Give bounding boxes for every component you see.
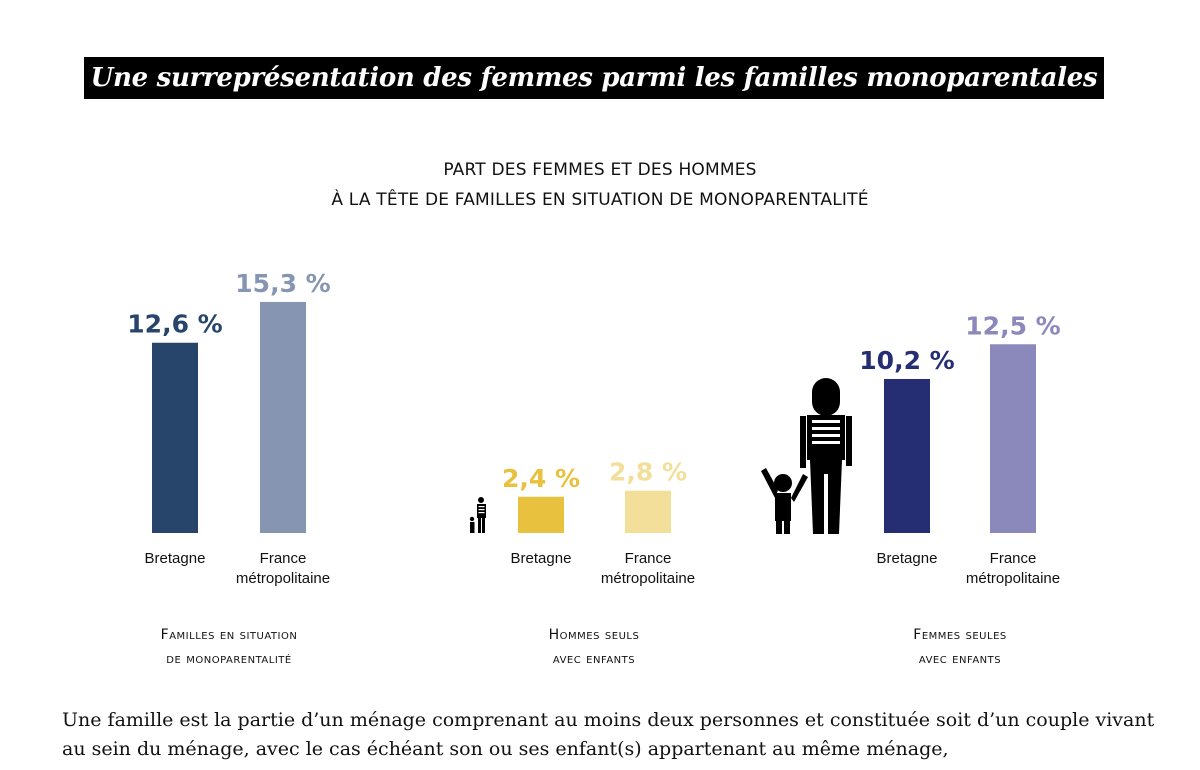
data-label: 12,6 %: [127, 310, 222, 339]
category-label: Bretagne: [510, 550, 572, 567]
chart-title-line-2: À LA TÊTE DE FAMILLES EN SITUATION DE MO…: [331, 190, 869, 210]
category-label: Bretagne: [876, 550, 938, 567]
group-label: Femmes seules avec enfants: [913, 627, 1007, 667]
bar-0-0: [152, 342, 198, 533]
data-label: 2,8 %: [609, 458, 687, 487]
group-label: Familles en situation de monoparentalité: [160, 627, 298, 667]
data-label: 10,2 %: [859, 346, 954, 375]
page-title: Une surreprésentation des femmes parmi l…: [84, 57, 1104, 99]
category-label: Bretagne: [144, 550, 206, 567]
data-label: 12,5 %: [965, 311, 1060, 340]
woman-with-child-icon: [761, 378, 852, 534]
bar-chart: 12,6 % 15,3 % 2,4 % 2,8 % 10,2 % 12,5 %: [127, 269, 1061, 534]
category-label: France métropolitaine: [965, 550, 1061, 587]
data-label: 2,4 %: [502, 464, 580, 493]
man-with-child-icon: [469, 497, 486, 533]
body-text: Une famille est la partie d’un ménage co…: [62, 709, 1155, 760]
bar-1-0: [518, 496, 564, 533]
category-label: France métropolitaine: [600, 550, 696, 587]
bar-1-1: [625, 490, 671, 533]
bar-2-1: [990, 344, 1036, 533]
group-label: Hommes seuls avec enfants: [548, 627, 640, 667]
category-label: France métropolitaine: [235, 550, 331, 587]
data-label: 15,3 %: [235, 269, 330, 298]
bar-0-1: [260, 301, 306, 533]
bar-2-0: [884, 378, 930, 533]
chart-title-line-1: PART DES FEMMES ET DES HOMMES: [443, 160, 757, 180]
